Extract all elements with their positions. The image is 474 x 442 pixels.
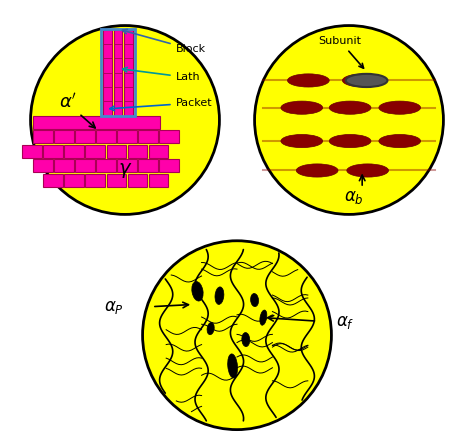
Bar <box>149 174 168 187</box>
Ellipse shape <box>379 101 420 114</box>
Bar <box>117 159 137 172</box>
Ellipse shape <box>228 354 237 378</box>
Bar <box>54 159 73 172</box>
Text: $\alpha_P$: $\alpha_P$ <box>104 297 124 316</box>
Text: $\alpha_f$: $\alpha_f$ <box>336 313 355 331</box>
Text: $\gamma$: $\gamma$ <box>118 161 132 180</box>
Ellipse shape <box>379 134 420 148</box>
Bar <box>114 30 122 116</box>
Bar <box>22 145 42 158</box>
Ellipse shape <box>242 332 250 347</box>
Bar <box>85 174 105 187</box>
Ellipse shape <box>251 293 258 307</box>
Ellipse shape <box>288 74 329 87</box>
Bar <box>54 130 73 143</box>
Text: Lath: Lath <box>123 68 200 83</box>
Bar <box>138 159 158 172</box>
Ellipse shape <box>329 134 371 148</box>
Bar <box>75 130 95 143</box>
Text: Subunit: Subunit <box>319 36 364 68</box>
Text: $\alpha_b$: $\alpha_b$ <box>344 188 363 206</box>
Bar <box>128 174 147 187</box>
Bar <box>159 130 179 143</box>
Text: $\alpha'$: $\alpha'$ <box>59 93 77 112</box>
Bar <box>107 174 126 187</box>
Ellipse shape <box>346 74 387 87</box>
Bar <box>75 159 95 172</box>
Bar <box>43 145 63 158</box>
Bar <box>107 145 126 158</box>
Circle shape <box>143 241 331 430</box>
Bar <box>33 130 53 143</box>
Bar <box>124 30 133 116</box>
Bar <box>159 159 179 172</box>
Bar <box>96 130 116 143</box>
Bar <box>96 159 116 172</box>
Bar <box>33 116 160 129</box>
Ellipse shape <box>329 101 371 114</box>
Bar <box>64 145 84 158</box>
Bar <box>43 174 63 187</box>
Bar <box>33 159 53 172</box>
Ellipse shape <box>260 310 267 325</box>
Ellipse shape <box>296 164 338 177</box>
Ellipse shape <box>342 74 384 87</box>
Bar <box>117 130 137 143</box>
Bar <box>101 29 135 116</box>
Bar <box>85 145 105 158</box>
Ellipse shape <box>281 101 323 114</box>
Bar <box>103 30 112 116</box>
Circle shape <box>255 26 444 214</box>
Text: Block: Block <box>122 29 206 54</box>
Text: Packet: Packet <box>110 98 212 110</box>
Bar <box>64 174 84 187</box>
Bar <box>128 145 147 158</box>
Ellipse shape <box>215 287 224 305</box>
Ellipse shape <box>347 164 389 177</box>
Ellipse shape <box>192 282 203 301</box>
Bar <box>138 130 158 143</box>
Circle shape <box>30 26 219 214</box>
Ellipse shape <box>207 323 214 335</box>
Ellipse shape <box>281 134 323 148</box>
Bar <box>149 145 168 158</box>
